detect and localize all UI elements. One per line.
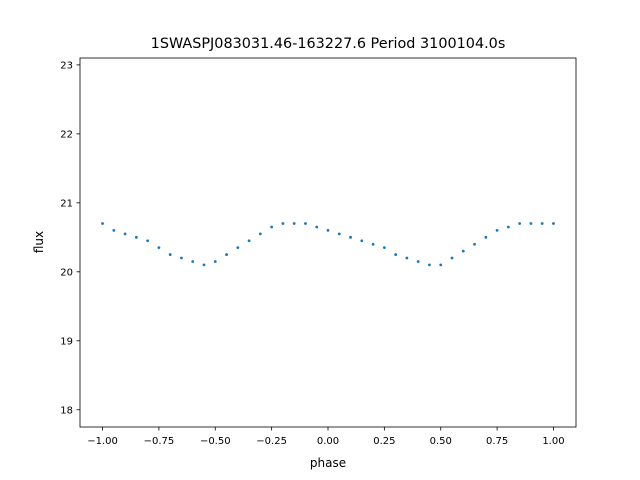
- data-point: [304, 222, 307, 225]
- x-tick-label: 0.50: [430, 436, 452, 447]
- y-axis-label: flux: [32, 231, 46, 253]
- x-tick-label: 1.00: [542, 436, 564, 447]
- data-point: [326, 229, 330, 232]
- data-point: [225, 253, 228, 256]
- chart-title: 1SWASPJ083031.46-163227.6 Period 3100104…: [151, 36, 506, 52]
- data-point: [123, 232, 127, 236]
- data-point: [101, 222, 104, 225]
- y-tick-label: 20: [60, 267, 73, 278]
- x-axis-ticks: −1.00 −0.75 −0.50 −0.25 0.00 0.25 0.50 0.75 1.00: [87, 427, 565, 447]
- data-point: [202, 263, 206, 267]
- data-point: [360, 239, 364, 243]
- data-point: [473, 242, 476, 246]
- data-point: [213, 260, 217, 263]
- data-point: [168, 253, 172, 256]
- x-tick-label: 0.75: [486, 436, 508, 447]
- data-point: [258, 232, 262, 236]
- data-point: [450, 256, 454, 260]
- data-point: [529, 222, 533, 225]
- x-tick-label: −1.00: [87, 436, 118, 447]
- x-tick-label: −0.25: [256, 436, 287, 447]
- y-tick-label: 18: [60, 405, 73, 416]
- x-axis-label: phase: [310, 456, 346, 470]
- data-point: [236, 246, 240, 250]
- data-point: [247, 239, 251, 243]
- data-point: [405, 256, 409, 260]
- data-point: [315, 225, 319, 229]
- y-axis-ticks: 18 19 20 21 22 23: [60, 60, 80, 416]
- data-point: [461, 249, 465, 253]
- data-point: [180, 256, 183, 260]
- data-point: [506, 225, 510, 229]
- data-point: [428, 263, 431, 267]
- x-tick-label: 0.00: [317, 436, 339, 447]
- data-point: [146, 239, 150, 243]
- data-point: [349, 235, 352, 239]
- data-point: [270, 225, 274, 229]
- data-point: [337, 232, 341, 236]
- data-point: [552, 222, 555, 225]
- x-tick-label: 0.25: [373, 436, 395, 447]
- data-point: [416, 260, 420, 263]
- data-point: [191, 260, 195, 263]
- x-tick-label: −0.75: [144, 436, 175, 447]
- x-tick-label: −0.50: [200, 436, 231, 447]
- data-point: [439, 263, 443, 267]
- data-point: [495, 229, 499, 232]
- data-point: [281, 222, 285, 225]
- data-point: [371, 242, 375, 246]
- y-tick-label: 23: [60, 60, 73, 71]
- data-point: [394, 253, 398, 256]
- plot-area: [80, 58, 576, 427]
- data-point: [134, 235, 138, 239]
- data-point: [157, 246, 161, 250]
- scatter-points: [101, 222, 555, 267]
- data-point: [292, 222, 296, 225]
- data-point: [484, 235, 488, 239]
- data-point: [112, 229, 116, 232]
- data-point: [540, 222, 544, 225]
- plot-frame: [79, 57, 577, 428]
- y-tick-label: 21: [60, 198, 73, 209]
- y-tick-label: 19: [60, 336, 73, 347]
- y-tick-label: 22: [60, 129, 73, 140]
- data-point: [382, 246, 386, 250]
- data-point: [518, 222, 522, 225]
